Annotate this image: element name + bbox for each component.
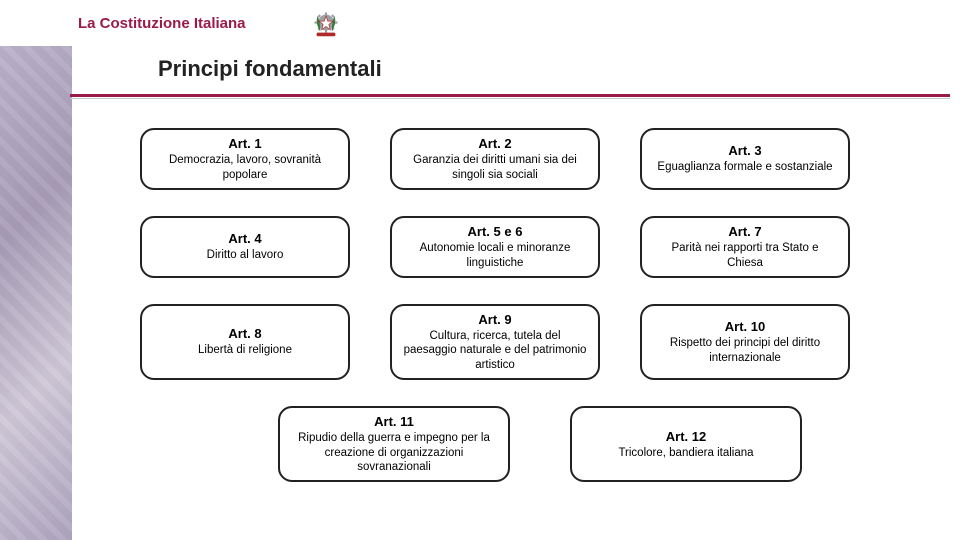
- article-number: Art. 11: [374, 414, 414, 429]
- article-desc: Parità nei rapporti tra Stato e Chiesa: [652, 241, 838, 270]
- article-desc: Tricolore, bandiera italiana: [618, 446, 753, 460]
- article-desc: Libertà di religione: [198, 343, 292, 357]
- article-desc: Diritto al lavoro: [207, 248, 284, 262]
- header-title: La Costituzione Italiana: [78, 15, 246, 32]
- article-card: Art. 5 e 6 Autonomie locali e minoranze …: [390, 216, 600, 278]
- article-desc: Garanzia dei diritti umani sia dei singo…: [402, 153, 588, 182]
- article-card: Art. 4 Diritto al lavoro: [140, 216, 350, 278]
- article-card: Art. 2 Garanzia dei diritti umani sia de…: [390, 128, 600, 190]
- article-card: Art. 3 Eguaglianza formale e sostanziale: [640, 128, 850, 190]
- article-desc: Cultura, ricerca, tutela del paesaggio n…: [402, 329, 588, 372]
- article-card: Art. 11 Ripudio della guerra e impegno p…: [278, 406, 510, 482]
- articles-row-4: Art. 11 Ripudio della guerra e impegno p…: [180, 406, 900, 482]
- article-desc: Rispetto dei principi del diritto intern…: [652, 336, 838, 365]
- article-number: Art. 2: [478, 136, 511, 151]
- article-card: Art. 10 Rispetto dei principi del diritt…: [640, 304, 850, 380]
- article-number: Art. 10: [725, 319, 765, 334]
- article-desc: Eguaglianza formale e sostanziale: [657, 160, 832, 174]
- articles-grid: Art. 1 Democrazia, lavoro, sovranità pop…: [140, 128, 900, 508]
- article-card: Art. 1 Democrazia, lavoro, sovranità pop…: [140, 128, 350, 190]
- article-number: Art. 3: [728, 143, 761, 158]
- article-card: Art. 8 Libertà di religione: [140, 304, 350, 380]
- articles-row-2: Art. 4 Diritto al lavoro Art. 5 e 6 Auto…: [140, 216, 900, 278]
- article-number: Art. 5 e 6: [468, 224, 523, 239]
- article-number: Art. 7: [728, 224, 761, 239]
- article-card: Art. 9 Cultura, ricerca, tutela del paes…: [390, 304, 600, 380]
- article-number: Art. 12: [666, 429, 706, 444]
- article-card: Art. 12 Tricolore, bandiera italiana: [570, 406, 802, 482]
- article-desc: Democrazia, lavoro, sovranità popolare: [152, 153, 338, 182]
- page-title: Principi fondamentali: [158, 56, 382, 82]
- divider: [70, 94, 950, 97]
- articles-row-3: Art. 8 Libertà di religione Art. 9 Cultu…: [140, 304, 900, 380]
- article-number: Art. 8: [228, 326, 261, 341]
- article-desc: Autonomie locali e minoranze linguistich…: [402, 241, 588, 270]
- article-number: Art. 4: [228, 231, 261, 246]
- article-desc: Ripudio della guerra e impegno per la cr…: [290, 431, 498, 474]
- article-number: Art. 1: [228, 136, 261, 151]
- decorative-left-strip: [0, 0, 72, 540]
- article-number: Art. 9: [478, 312, 511, 327]
- article-card: Art. 7 Parità nei rapporti tra Stato e C…: [640, 216, 850, 278]
- header-bar: La Costituzione Italiana: [0, 0, 960, 46]
- articles-row-1: Art. 1 Democrazia, lavoro, sovranità pop…: [140, 128, 900, 190]
- italy-emblem-icon: [308, 6, 344, 42]
